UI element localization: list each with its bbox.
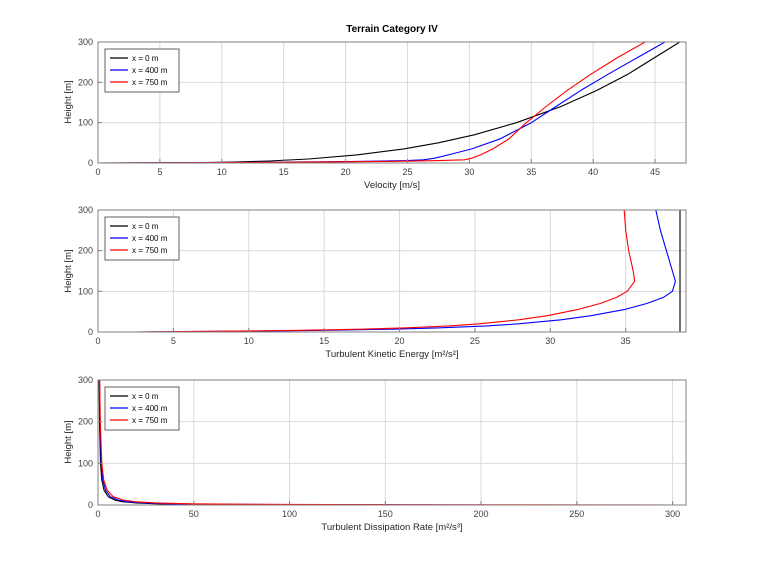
legend: x = 0 m x = 400 m x = 750 m xyxy=(104,48,180,93)
legend-label-x-0-m: x = 0 m xyxy=(132,54,159,63)
x-tick-label: 25 xyxy=(402,167,412,177)
legend-label-x-750-m: x = 750 m xyxy=(132,416,168,425)
y-tick-label: 200 xyxy=(78,246,93,256)
x-tick-label: 35 xyxy=(621,336,631,346)
x-tick-label: 150 xyxy=(378,509,393,519)
y-tick-label: 100 xyxy=(78,286,93,296)
x-tick-label: 0 xyxy=(95,509,100,519)
y-tick-label: 0 xyxy=(88,327,93,337)
y-tick-label: 100 xyxy=(78,118,93,128)
subplot-2: 0 5 10 15 20 25 30 35 0 100 200 300 x = 0 m x = 400 m… xyxy=(78,205,687,346)
x-tick-label: 0 xyxy=(95,336,100,346)
axes-box xyxy=(97,41,687,164)
axes-box xyxy=(97,209,687,333)
x-tick-label: 20 xyxy=(341,167,351,177)
legend-label-x-0-m: x = 0 m xyxy=(132,222,159,231)
x-tick-label: 50 xyxy=(189,509,199,519)
x-tick-label: 40 xyxy=(588,167,598,177)
x-tick-label: 5 xyxy=(171,336,176,346)
x-tick-label: 30 xyxy=(545,336,555,346)
legend-label-x-400-m: x = 400 m xyxy=(132,66,168,75)
x-tick-label: 10 xyxy=(244,336,254,346)
plot-area xyxy=(98,210,686,332)
subplot-3: 0 50 100 150 200 250 300 0 100 200 300 x = 0 m x = 4… xyxy=(78,375,687,519)
axes-box xyxy=(97,379,687,506)
x-tick-label: 10 xyxy=(217,167,227,177)
y-tick-label: 0 xyxy=(88,158,93,168)
plot-area xyxy=(98,380,686,505)
y-tick-label: 200 xyxy=(78,77,93,87)
y-tick-label: 300 xyxy=(78,375,93,385)
x-tick-label: 15 xyxy=(279,167,289,177)
x-tick-label: 200 xyxy=(474,509,489,519)
y-axis-label-height-1: Height [m] xyxy=(63,80,74,124)
legend-label-x-750-m: x = 750 m xyxy=(132,78,168,87)
legend-label-x-0-m: x = 0 m xyxy=(132,392,159,401)
x-tick-label: 250 xyxy=(569,509,584,519)
plot-area xyxy=(98,42,686,163)
legend-label-x-400-m: x = 400 m xyxy=(132,234,168,243)
y-tick-label: 200 xyxy=(78,417,93,427)
x-tick-label: 15 xyxy=(319,336,329,346)
series-line-x-750-m xyxy=(132,209,636,333)
x-tick-label: 5 xyxy=(157,167,162,177)
legend-label-x-400-m: x = 400 m xyxy=(132,404,168,413)
legend: x = 0 m x = 400 m x = 750 m xyxy=(104,216,180,261)
x-tick-label: 30 xyxy=(464,167,474,177)
y-axis-label-height-3: Height [m] xyxy=(63,420,74,464)
y-tick-label: 0 xyxy=(88,500,93,510)
x-tick-label: 20 xyxy=(395,336,405,346)
x-axis-label-tke: Turbulent Kinetic Energy [m²/s²] xyxy=(325,349,459,360)
y-tick-label: 300 xyxy=(78,205,93,215)
y-tick-label: 300 xyxy=(78,37,93,47)
subplot-1: 0 5 10 15 20 25 30 35 40 45 0 100 200 300 x = 0 m x = 4… xyxy=(78,37,687,177)
legend: x = 0 m x = 400 m x = 750 m xyxy=(104,386,180,431)
x-axis-label-dissipation: Turbulent Dissipation Rate [m²/s³] xyxy=(321,522,463,533)
x-tick-label: 300 xyxy=(665,509,680,519)
chart-title: Terrain Category IV xyxy=(346,24,438,35)
x-tick-label: 0 xyxy=(95,167,100,177)
series-lines xyxy=(132,209,681,333)
x-tick-label: 100 xyxy=(282,509,297,519)
legend-label-x-750-m: x = 750 m xyxy=(132,246,168,255)
x-tick-label: 45 xyxy=(650,167,660,177)
series-line-x-750-m xyxy=(97,41,646,164)
y-axis-label-height-2: Height [m] xyxy=(63,249,74,293)
x-tick-label: 35 xyxy=(526,167,536,177)
y-tick-label: 100 xyxy=(78,458,93,468)
x-axis-label-velocity: Velocity [m/s] xyxy=(364,180,420,191)
x-tick-label: 25 xyxy=(470,336,480,346)
series-lines xyxy=(97,41,681,164)
